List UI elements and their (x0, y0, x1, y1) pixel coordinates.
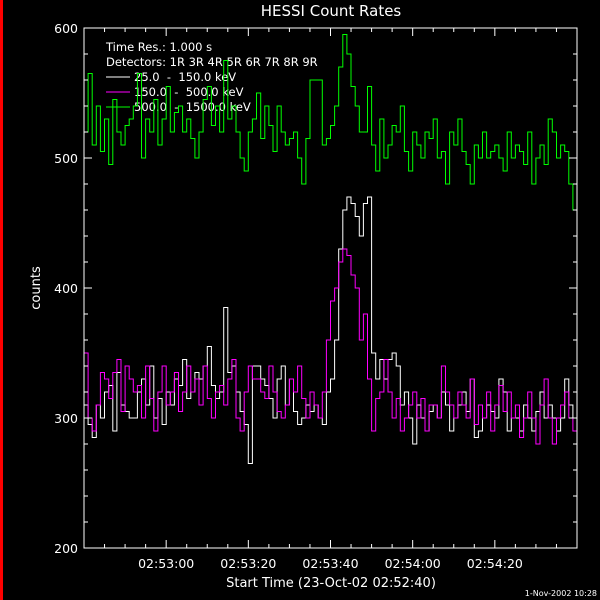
info-lines: Time Res.: 1.000 s Detectors: 1R 3R 4R 5… (105, 40, 318, 69)
x-tick-label: 02:53:20 (220, 556, 276, 571)
axes-layer: 200 300 400 500 600 02:53:00 02:53:20 02:53:40 0… (54, 21, 577, 571)
x-tick-label: 02:53:40 (302, 556, 358, 571)
footer-timestamp: 1-Nov-2002 10:28 (525, 589, 597, 598)
x-tick-label: 02:53:00 (138, 556, 194, 571)
y-tick-label: 400 (54, 281, 78, 296)
y-tick-label: 600 (54, 21, 78, 36)
window-left-edge (0, 0, 3, 600)
y-tick-label: 200 (54, 541, 78, 556)
series-layer (84, 34, 577, 464)
series-line-1 (84, 248, 577, 445)
x-tick-label: 02:54:00 (385, 556, 441, 571)
y-tick-label: 500 (54, 151, 78, 166)
x-axis-label: Start Time (23-Oct-02 02:52:40) (226, 576, 436, 591)
y-tick-label: 300 (54, 411, 78, 426)
series-line-0 (84, 196, 577, 464)
legend-label-2: 500.0 - 1500.0 keV (134, 100, 251, 114)
y-axis-label: counts (29, 266, 44, 310)
time-res-label: Time Res.: 1.000 s (105, 40, 212, 54)
chart-title: HESSI Count Rates (261, 2, 402, 20)
detectors-label: Detectors: 1R 3R 4R 5R 6R 7R 8R 9R (106, 55, 318, 69)
series-line-2 (84, 34, 577, 211)
x-tick-label: 02:54:20 (467, 556, 523, 571)
legend-label-0: 25.0 - 150.0 keV (134, 70, 236, 84)
legend-label-1: 150.0 - 500.0 keV (134, 85, 244, 99)
